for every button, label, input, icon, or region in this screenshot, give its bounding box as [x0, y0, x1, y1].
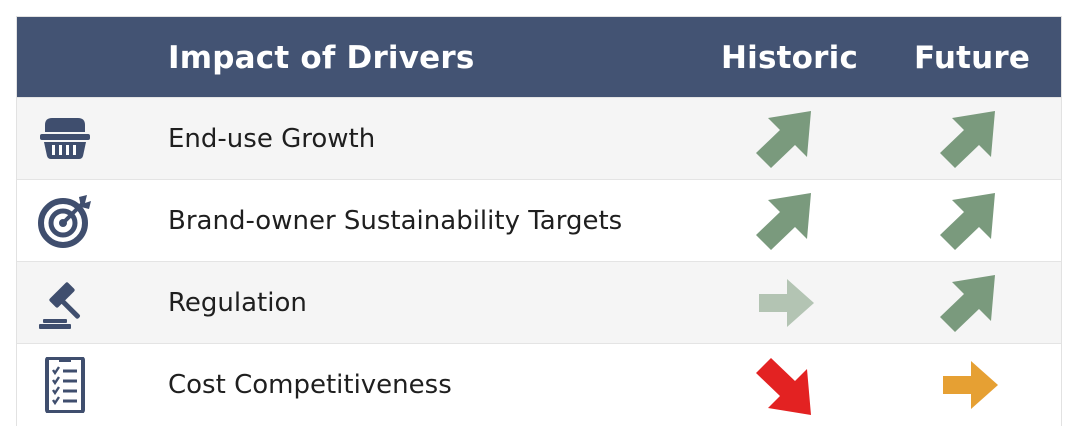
arrow-right-icon	[759, 279, 814, 327]
arrow-up-right-icon	[756, 111, 811, 168]
table-row: Cost Competitiveness	[17, 343, 1061, 427]
row-label: Brand-owner Sustainability Targets	[168, 206, 623, 236]
table-row: End-use Growth	[17, 97, 1061, 179]
checklist-icon	[45, 357, 85, 413]
header-future: Future	[914, 40, 1031, 76]
header-historic: Historic	[721, 40, 859, 76]
arrow-right-icon	[943, 361, 998, 409]
row-label: End-use Growth	[168, 124, 376, 154]
gavel-icon	[39, 282, 80, 329]
header-title: Impact of Drivers	[168, 40, 475, 76]
row-label: Regulation	[168, 288, 307, 318]
table-row: Regulation	[17, 261, 1061, 343]
arrow-down-right-icon	[756, 358, 811, 415]
arrow-up-right-icon	[940, 193, 995, 250]
target-icon	[38, 195, 91, 248]
arrow-up-right-icon	[940, 111, 995, 168]
arrow-up-right-icon	[940, 275, 995, 332]
drivers-table: Impact of Drivers Historic Future End-us…	[16, 16, 1062, 427]
row-label: Cost Competitiveness	[168, 370, 452, 400]
table-header: Impact of Drivers Historic Future	[17, 17, 1061, 97]
food-container-icon	[40, 118, 90, 159]
arrow-up-right-icon	[756, 193, 811, 250]
table-row: Brand-owner Sustainability Targets	[17, 179, 1061, 261]
